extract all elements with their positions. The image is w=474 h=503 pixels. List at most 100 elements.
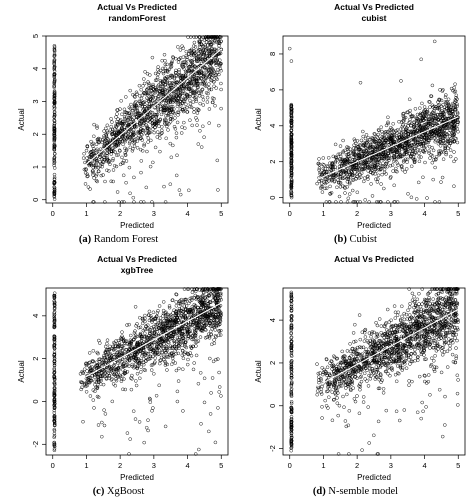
data-point bbox=[161, 81, 166, 85]
data-point bbox=[160, 328, 164, 332]
data-point bbox=[340, 164, 344, 168]
data-point bbox=[102, 355, 106, 360]
data-point bbox=[141, 84, 145, 88]
data-point bbox=[180, 348, 185, 353]
data-point bbox=[289, 175, 293, 180]
data-point bbox=[190, 309, 194, 313]
data-point bbox=[129, 340, 134, 344]
data-point bbox=[176, 45, 180, 49]
data-point bbox=[90, 142, 94, 147]
data-point bbox=[123, 153, 128, 157]
data-point bbox=[344, 164, 348, 169]
data-point bbox=[424, 140, 428, 144]
data-point bbox=[405, 110, 409, 115]
data-point bbox=[289, 142, 294, 147]
data-point bbox=[384, 138, 388, 143]
data-point bbox=[440, 129, 444, 134]
data-point bbox=[380, 129, 384, 134]
data-point bbox=[179, 314, 184, 318]
data-point bbox=[135, 139, 139, 144]
data-point bbox=[409, 114, 414, 119]
data-point bbox=[91, 398, 96, 402]
data-point bbox=[145, 87, 149, 92]
data-point bbox=[113, 346, 117, 351]
data-point bbox=[450, 131, 455, 135]
data-point bbox=[187, 81, 191, 86]
data-point bbox=[194, 79, 199, 84]
data-point bbox=[181, 108, 186, 112]
data-point bbox=[180, 75, 185, 80]
data-point bbox=[211, 291, 215, 295]
data-point bbox=[317, 168, 321, 172]
data-point bbox=[52, 112, 57, 117]
data-point bbox=[212, 39, 217, 43]
data-point bbox=[358, 200, 362, 204]
data-point bbox=[116, 375, 121, 379]
data-point bbox=[86, 174, 90, 178]
data-point bbox=[153, 356, 157, 360]
data-point bbox=[403, 145, 407, 150]
data-point bbox=[134, 324, 138, 328]
data-point bbox=[422, 105, 427, 109]
data-point bbox=[146, 131, 150, 135]
data-point bbox=[177, 328, 182, 333]
data-point bbox=[147, 106, 151, 111]
data-point bbox=[172, 323, 176, 328]
data-point bbox=[183, 332, 187, 337]
data-point bbox=[362, 143, 367, 148]
data-point bbox=[137, 83, 142, 88]
data-point bbox=[172, 107, 176, 111]
data-point bbox=[191, 91, 196, 95]
data-point bbox=[163, 311, 167, 315]
data-point bbox=[167, 304, 172, 308]
data-point bbox=[289, 167, 294, 172]
data-point bbox=[120, 377, 124, 381]
data-point bbox=[414, 116, 418, 120]
data-point bbox=[154, 347, 158, 351]
data-point bbox=[121, 364, 126, 368]
data-point bbox=[137, 361, 142, 365]
data-point bbox=[186, 324, 191, 328]
data-point bbox=[169, 331, 173, 335]
data-point bbox=[107, 150, 112, 154]
data-point bbox=[122, 377, 126, 381]
data-point bbox=[138, 147, 143, 152]
data-point bbox=[425, 108, 430, 112]
data-point bbox=[442, 115, 447, 119]
data-point bbox=[148, 85, 153, 89]
data-point bbox=[400, 135, 405, 139]
data-point bbox=[390, 163, 395, 167]
data-point bbox=[134, 104, 139, 108]
data-point bbox=[171, 353, 176, 357]
data-point bbox=[155, 323, 159, 327]
caption-random-forest: (a) Random Forest bbox=[0, 234, 237, 245]
data-point bbox=[210, 287, 215, 291]
data-point bbox=[195, 85, 200, 90]
data-point bbox=[163, 359, 167, 364]
data-point bbox=[182, 287, 187, 291]
data-point bbox=[137, 420, 142, 424]
data-point bbox=[155, 311, 160, 315]
data-point bbox=[107, 158, 111, 163]
data-point bbox=[453, 105, 457, 110]
data-point bbox=[206, 332, 211, 336]
data-point bbox=[391, 133, 396, 138]
data-point bbox=[343, 191, 347, 195]
data-point bbox=[103, 179, 107, 184]
data-point bbox=[432, 121, 437, 126]
data-point bbox=[455, 120, 459, 124]
data-point bbox=[348, 181, 352, 186]
data-point bbox=[85, 174, 89, 179]
data-point bbox=[101, 362, 106, 366]
data-point bbox=[140, 128, 145, 132]
data-point bbox=[398, 127, 403, 131]
data-point bbox=[190, 307, 194, 312]
data-point bbox=[95, 124, 99, 129]
data-point bbox=[200, 51, 204, 56]
data-point bbox=[351, 157, 355, 162]
data-point bbox=[163, 328, 168, 333]
data-point bbox=[163, 58, 167, 63]
data-point bbox=[195, 111, 200, 115]
data-point bbox=[156, 72, 160, 76]
data-point bbox=[125, 341, 129, 346]
